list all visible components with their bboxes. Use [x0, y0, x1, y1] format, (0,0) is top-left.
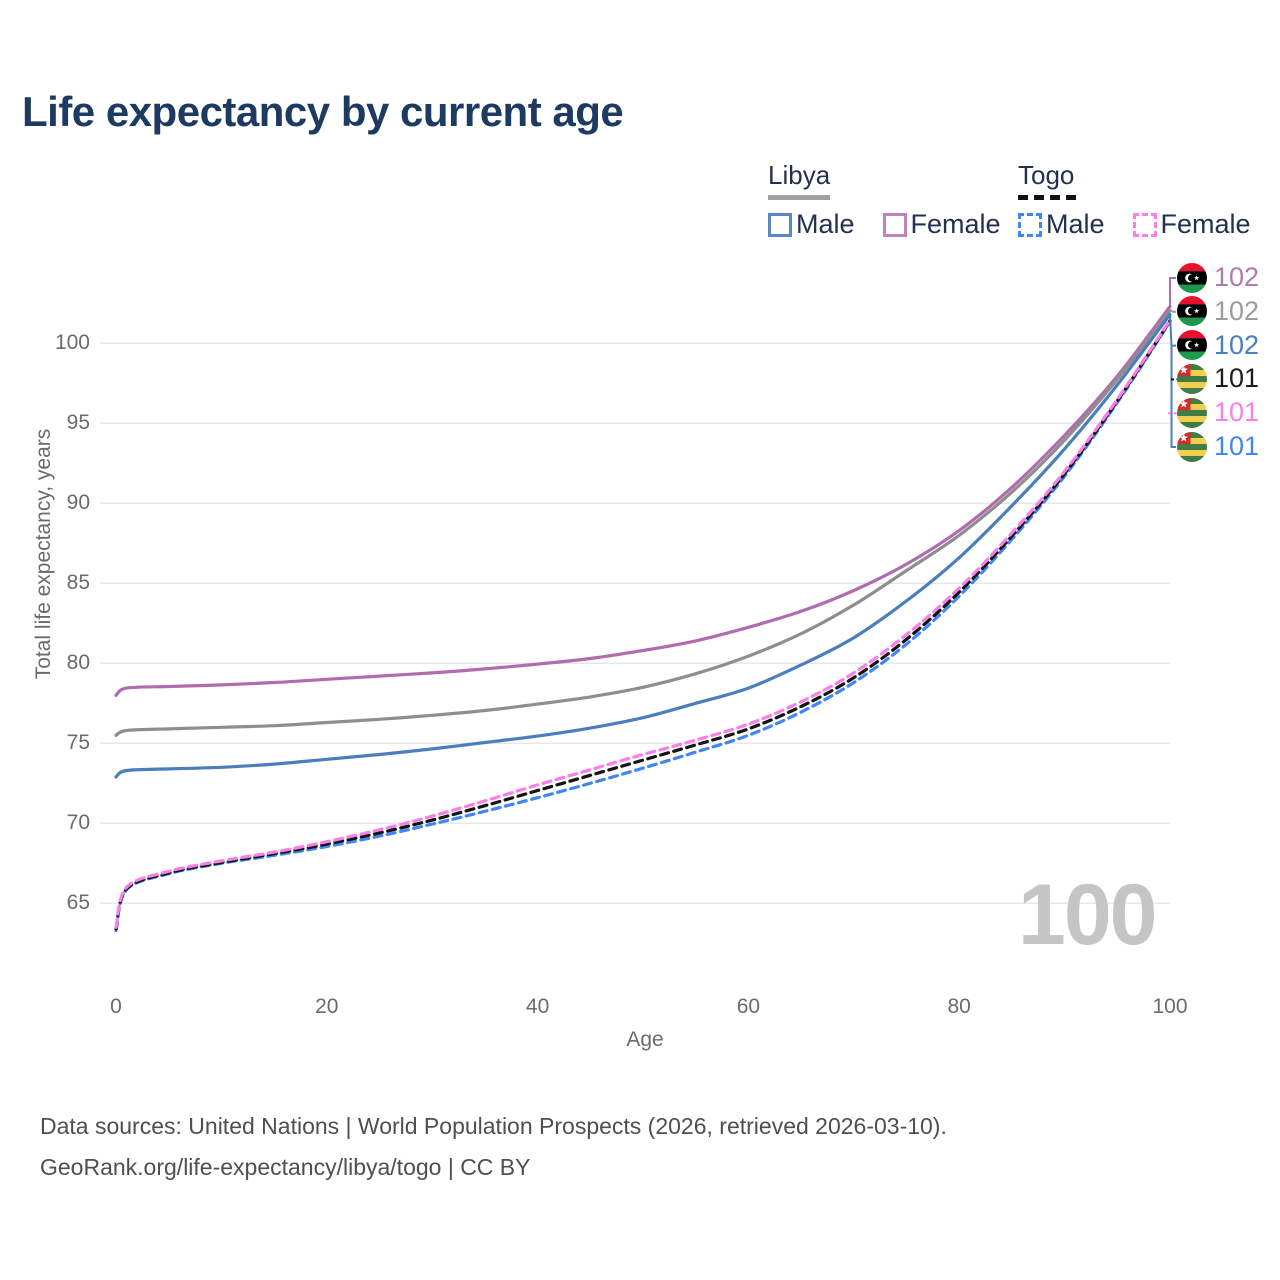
y-tick-label: 65	[66, 891, 90, 915]
end-value-label: 101	[1214, 363, 1260, 394]
series-line-togo-male	[114, 320, 1172, 933]
legend-libya-female-swatch[interactable]	[882, 212, 907, 237]
legend-togo-female-swatch[interactable]	[1132, 212, 1157, 237]
legend-libya-label: Libya	[768, 160, 831, 190]
x-tick-label: 40	[525, 995, 550, 1018]
togo-flag-icon	[1177, 363, 1207, 394]
end-value-label: 101	[1214, 431, 1260, 461]
y-tick-label: 70	[66, 811, 90, 835]
legend-togo-heading: Togo	[1018, 160, 1251, 200]
footer-data-sources: Data sources: United Nations | World Pop…	[40, 1113, 947, 1139]
chart-footer: Data sources: United Nations | World Pop…	[40, 1106, 947, 1188]
legend-libya-male-swatch[interactable]	[768, 212, 792, 237]
end-label-connector	[1169, 314, 1176, 448]
series-line-libya-male	[114, 312, 1172, 779]
footer-link[interactable]: GeoRank.org/life-expectancy/libya/togo |…	[40, 1154, 531, 1180]
legend-group-libya: Libya Male Female	[768, 160, 1001, 240]
x-tick-label: 0	[110, 995, 122, 1018]
libya-flag-icon	[1177, 262, 1207, 293]
togo-flag-icon	[1177, 397, 1207, 428]
legend-libya-male-label[interactable]: Male	[796, 209, 855, 239]
legend-libya-heading: Libya	[768, 160, 1001, 200]
series-line-togo-both-sexes	[114, 319, 1172, 931]
y-tick-label: 90	[66, 491, 90, 515]
end-label-connector	[1169, 277, 1176, 307]
end-label-row-togo-5: 101	[1177, 431, 1259, 462]
y-tick-label: 100	[54, 331, 90, 355]
age-watermark: 100	[1018, 867, 1157, 963]
x-tick-label: 100	[1152, 995, 1188, 1018]
series-line-togo-female	[114, 318, 1172, 929]
y-tick-label: 95	[66, 411, 90, 435]
end-value-label: 102	[1214, 295, 1260, 326]
legend-togo-female-label[interactable]: Female	[1160, 209, 1251, 239]
end-value-label: 102	[1214, 262, 1260, 292]
legend-togo-male-swatch[interactable]	[1018, 212, 1042, 237]
legend-libya-female-label[interactable]: Female	[910, 209, 1001, 239]
libya-flag-icon	[1177, 330, 1207, 361]
togo-flag-icon	[1177, 431, 1207, 462]
end-label-row-libya-0: 102	[1177, 262, 1259, 293]
togo-dashed-line-swatch	[1018, 195, 1076, 200]
legend-togo-label: Togo	[1018, 160, 1075, 190]
x-tick-label: 80	[947, 995, 971, 1018]
end-label-row-libya-1: 102	[1177, 296, 1259, 327]
end-label-row-libya-2: 102	[1177, 330, 1259, 361]
x-axis-title: Age	[626, 1028, 664, 1051]
x-tick-label: 20	[315, 995, 339, 1018]
libya-flag-icon	[1177, 296, 1207, 327]
end-value-label: 102	[1214, 329, 1260, 360]
end-label-row-togo-3: 101	[1177, 363, 1259, 394]
legend-group-togo: Togo Male Female	[1018, 160, 1251, 240]
y-tick-label: 75	[66, 731, 90, 755]
series-line-libya-female	[114, 304, 1172, 697]
series-line-libya-both-sexes	[114, 308, 1172, 737]
end-value-label: 101	[1214, 397, 1260, 428]
y-tick-label: 85	[66, 571, 90, 595]
legend-togo-male-label[interactable]: Male	[1046, 209, 1105, 239]
x-tick-label: 60	[736, 995, 761, 1018]
page-title: Life expectancy by current age	[22, 88, 624, 135]
libya-solid-line-swatch	[768, 195, 830, 200]
end-label-connector	[1169, 309, 1176, 313]
end-label-row-togo-4: 101	[1177, 397, 1259, 428]
y-tick-label: 80	[66, 651, 90, 675]
